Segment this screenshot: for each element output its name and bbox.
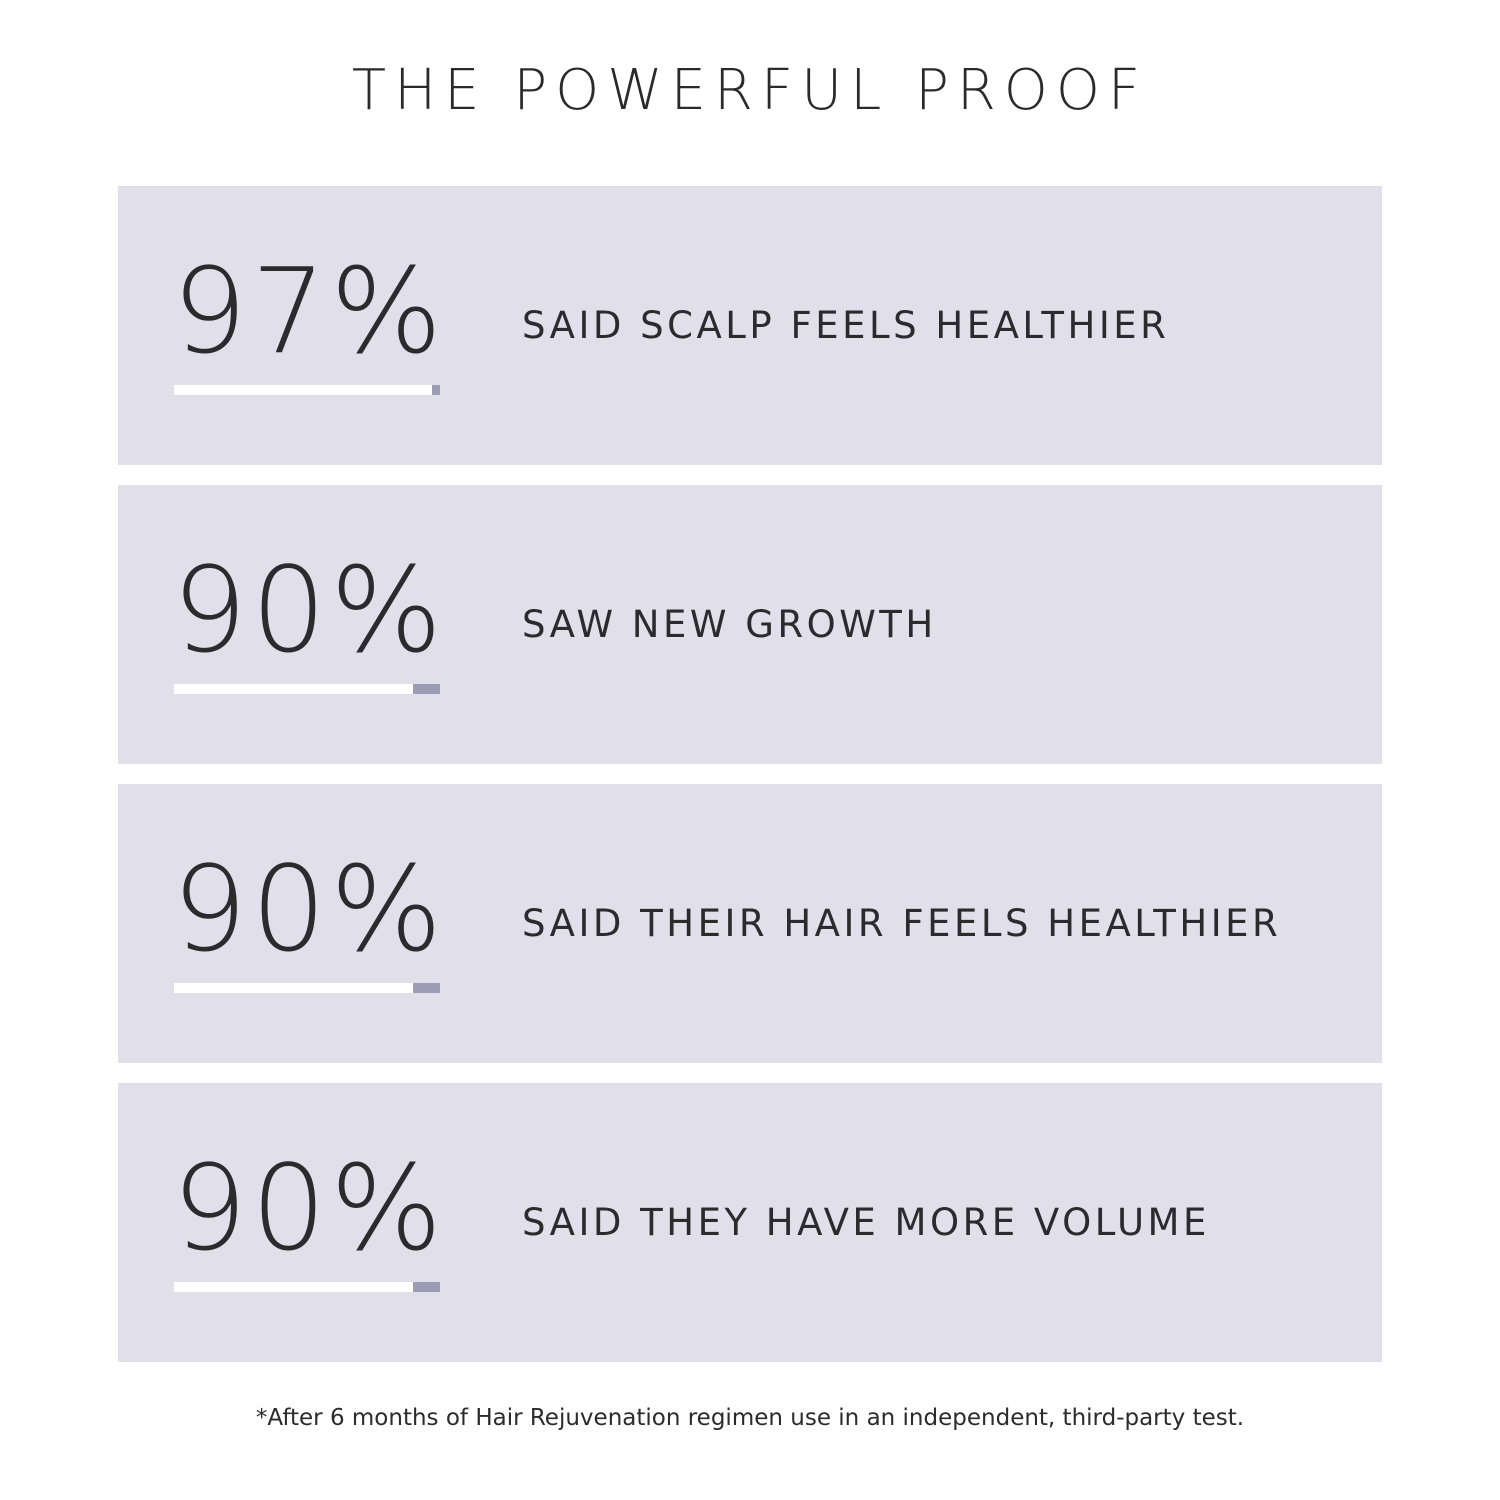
- stat-progress-bar-remainder: [432, 385, 440, 395]
- stat-progress-bar-remainder: [413, 684, 440, 694]
- stat-percentage: 90%: [172, 1139, 447, 1277]
- stat-card: 90% SAID THEY HAVE MORE VOLUME: [118, 1083, 1382, 1362]
- stat-progress-bar-fill: [174, 684, 413, 694]
- stat-label: SAW NEW GROWTH: [522, 603, 937, 646]
- stat-progress-bar-remainder: [413, 983, 440, 993]
- stat-progress-bar: [174, 385, 440, 395]
- page-title: THE POWERFUL PROOF: [351, 58, 1149, 123]
- stat-progress-bar: [174, 1282, 440, 1292]
- footnote: *After 6 months of Hair Rejuvenation reg…: [255, 1405, 1245, 1431]
- stat-progress-bar: [174, 684, 440, 694]
- stat-card: 90% SAW NEW GROWTH: [118, 485, 1382, 764]
- stat-progress-bar-fill: [174, 385, 432, 395]
- stat-card: 97% SAID SCALP FEELS HEALTHIER: [118, 186, 1382, 465]
- stat-percentage: 90%: [172, 840, 447, 978]
- stat-percentage: 90%: [172, 541, 447, 679]
- stat-progress-bar-fill: [174, 983, 413, 993]
- stat-card: 90% SAID THEIR HAIR FEELS HEALTHIER: [118, 784, 1382, 1063]
- stat-label: SAID SCALP FEELS HEALTHIER: [522, 304, 1170, 347]
- stat-progress-bar-remainder: [413, 1282, 440, 1292]
- stat-label: SAID THEY HAVE MORE VOLUME: [522, 1201, 1210, 1244]
- stat-progress-bar: [174, 983, 440, 993]
- stat-percentage: 97%: [172, 242, 447, 380]
- stat-progress-bar-fill: [174, 1282, 413, 1292]
- stat-label: SAID THEIR HAIR FEELS HEALTHIER: [522, 902, 1282, 945]
